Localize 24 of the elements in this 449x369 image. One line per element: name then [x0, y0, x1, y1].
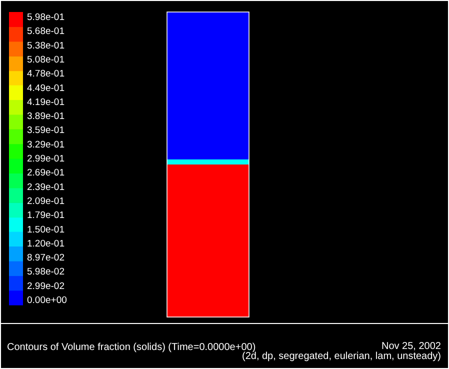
color-bar-label: 2.39e-01 — [27, 182, 65, 193]
color-bar-label: 3.59e-01 — [27, 125, 65, 136]
color-bar-label: 4.78e-01 — [27, 68, 65, 80]
color-bar-label: 2.09e-01 — [27, 196, 65, 207]
color-bar-label: 1.79e-01 — [27, 210, 65, 222]
color-bar-label: 4.19e-01 — [27, 96, 65, 108]
text: (2d, dp, segregated, eulerian, lam, unsteady) — [242, 351, 441, 362]
color-bar-label: 1.50e-01 — [27, 224, 65, 236]
color-bar-label: 2.69e-01 — [27, 168, 65, 179]
text: Contours of Volume fraction (solids) (Time=0.0000e+00) — [7, 342, 256, 353]
color-bar-label: 5.98e-02 — [27, 266, 65, 278]
color-bar-label: 8.97e-02 — [27, 252, 65, 264]
color-bar-label: 1.20e-01 — [27, 238, 65, 250]
color-bar-label: 5.98e-01 — [27, 12, 65, 23]
color-bar-label: 3.89e-01 — [27, 111, 65, 122]
color-bar-label: 5.38e-01 — [27, 40, 65, 52]
color-bar-label: 2.99e-02 — [27, 280, 65, 292]
color-bar-label: 5.68e-01 — [27, 26, 65, 38]
text: Nov 25, 2002 — [382, 341, 442, 352]
color-bar-label: 5.08e-01 — [27, 54, 65, 66]
color-bar-label: 4.49e-01 — [27, 82, 65, 94]
color-bar-label: 0.00e+00 — [27, 295, 67, 306]
color-bar-label: 2.99e-01 — [27, 154, 65, 164]
color-bar-label: 3.29e-01 — [27, 139, 65, 150]
